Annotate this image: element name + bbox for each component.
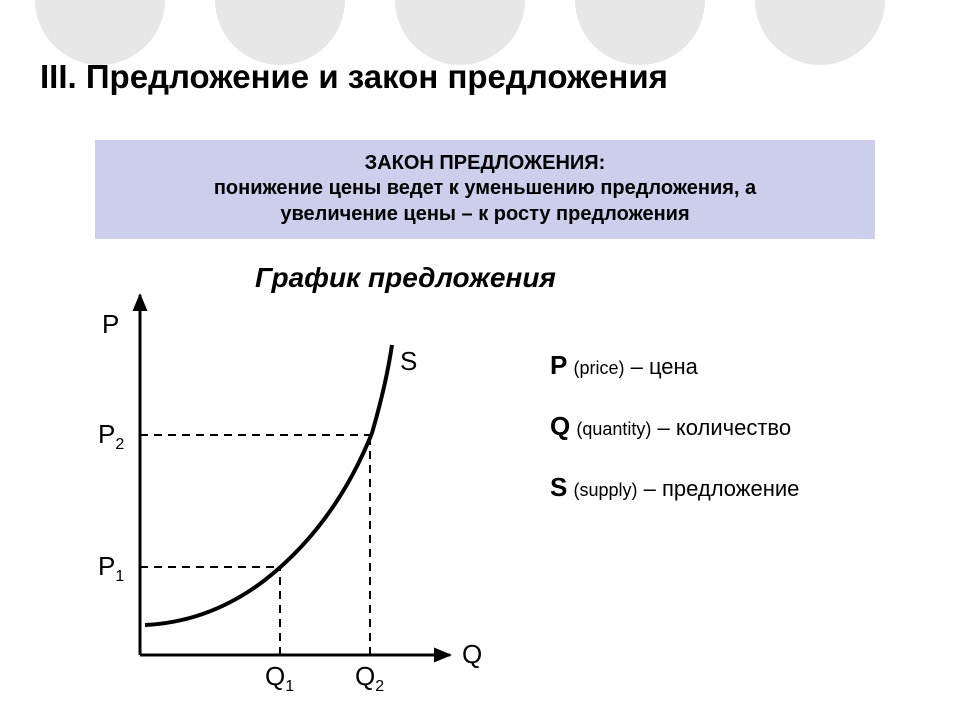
legend-paren: (price) xyxy=(573,358,624,378)
page-title: III. Предложение и закон предложения xyxy=(40,58,668,96)
chart-svg: P Q S P1 P2 Q1 Q2 xyxy=(70,275,500,695)
decor-circle xyxy=(35,0,165,65)
legend-row-s: S (supply) – предложение xyxy=(550,472,930,503)
decor-circle xyxy=(755,0,885,65)
law-heading: ЗАКОН ПРЕДЛОЖЕНИЯ: xyxy=(115,152,855,175)
legend-desc: – количество xyxy=(651,415,791,440)
svg-text:Q1: Q1 xyxy=(265,661,294,695)
supply-chart: P Q S P1 P2 Q1 Q2 xyxy=(70,275,500,695)
svg-text:P2: P2 xyxy=(98,419,124,453)
svg-text:Q2: Q2 xyxy=(355,661,384,695)
legend-paren: (quantity) xyxy=(576,419,651,439)
legend-row-p: P (price) – цена xyxy=(550,350,930,381)
legend: P (price) – цена Q (quantity) – количест… xyxy=(550,350,930,533)
legend-desc: – цена xyxy=(624,354,697,379)
legend-sym: S xyxy=(550,472,567,502)
decor-circle xyxy=(575,0,705,65)
law-box: ЗАКОН ПРЕДЛОЖЕНИЯ: понижение цены ведет … xyxy=(95,140,875,239)
decor-circle xyxy=(395,0,525,65)
legend-sym: Q xyxy=(550,411,570,441)
legend-row-q: Q (quantity) – количество xyxy=(550,411,930,442)
law-body-line2: увеличение цены – к росту предложения xyxy=(115,201,855,227)
legend-sym: P xyxy=(550,350,567,380)
law-body-line1: понижение цены ведет к уменьшению предло… xyxy=(115,175,855,201)
decor-circle xyxy=(215,0,345,65)
svg-text:P1: P1 xyxy=(98,551,124,585)
svg-text:P: P xyxy=(102,309,119,339)
svg-text:S: S xyxy=(400,346,417,376)
legend-paren: (supply) xyxy=(573,480,637,500)
svg-text:Q: Q xyxy=(462,639,482,669)
legend-desc: – предложение xyxy=(638,476,800,501)
